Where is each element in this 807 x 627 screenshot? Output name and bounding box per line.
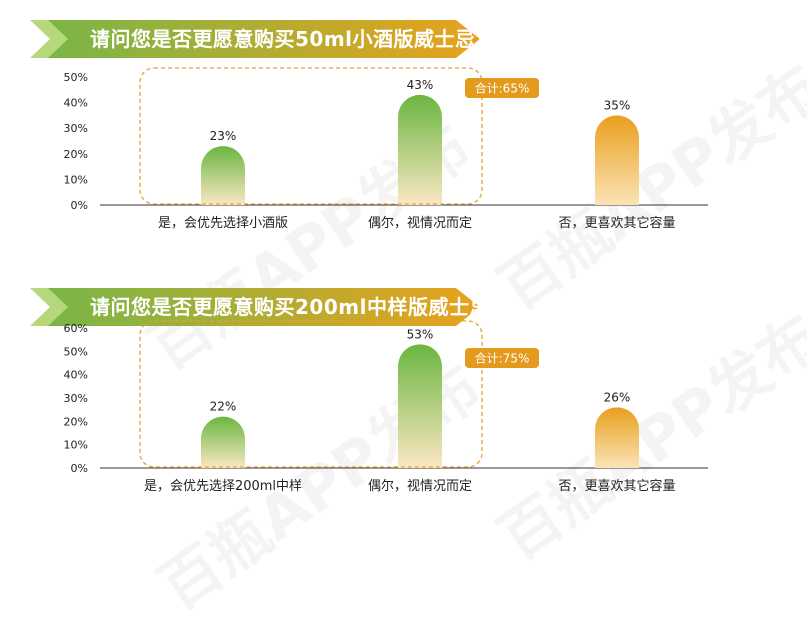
chart-panel: 请问您是否更愿意购买50ml小酒版威士忌? 0% 10% 20% 30% 40% 50% 2… bbox=[0, 0, 807, 250]
y-tick-label: 10% bbox=[64, 173, 88, 186]
bar-chart: 0% 10% 20% 30% 40% 50% 60% 22% 是，会优先选择200ml中样 53%… bbox=[64, 320, 708, 494]
question-banner: 请问您是否更愿意购买50ml小酒版威士忌? bbox=[30, 20, 487, 58]
y-tick-label: 40% bbox=[64, 97, 88, 110]
category-label: 否，更喜欢其它容量 bbox=[558, 478, 675, 494]
chart-panel: 请问您是否更愿意购买200ml中样版威士忌? 0% 10% 20% 30% 40% 50%… bbox=[0, 268, 807, 515]
y-tick-label: 0% bbox=[71, 462, 88, 475]
bar bbox=[595, 115, 639, 205]
bar-chart: 0% 10% 20% 30% 40% 50% 23% 是，会优先选择小酒版 43% 偶尔，视情况而… bbox=[64, 67, 708, 231]
y-tick-label: 20% bbox=[64, 415, 88, 428]
banner-shape bbox=[30, 20, 480, 58]
data-label: 43% bbox=[407, 78, 434, 92]
question-banner: 请问您是否更愿意购买200ml中样版威士忌? bbox=[30, 288, 502, 326]
category-label: 否，更喜欢其它容量 bbox=[558, 215, 675, 231]
y-tick-label: 20% bbox=[64, 148, 88, 161]
banner-body bbox=[48, 288, 480, 326]
category-label: 偶尔，视情况而定 bbox=[368, 216, 472, 231]
data-label: 53% bbox=[407, 327, 434, 341]
bar bbox=[201, 146, 245, 205]
chart-title: 请问您是否更愿意购买50ml小酒版威士忌? bbox=[90, 27, 488, 51]
total-label: 合计:65% bbox=[475, 81, 530, 96]
total-badge bbox=[465, 348, 539, 368]
y-tick-label: 30% bbox=[64, 392, 88, 405]
summary-box bbox=[139, 320, 483, 468]
bar bbox=[398, 94, 442, 205]
chart-title: 请问您是否更愿意购买200ml中样版威士忌? bbox=[90, 295, 503, 319]
data-label: 26% bbox=[604, 390, 631, 404]
category-label: 偶尔，视情况而定 bbox=[368, 479, 472, 494]
bar bbox=[595, 407, 639, 468]
y-tick-label: 10% bbox=[64, 439, 88, 452]
y-tick-label: 0% bbox=[71, 199, 88, 212]
bar bbox=[398, 344, 442, 468]
bar bbox=[201, 416, 245, 468]
y-tick-label: 40% bbox=[64, 369, 88, 382]
y-tick-label: 50% bbox=[64, 71, 88, 84]
data-label: 22% bbox=[210, 400, 237, 414]
total-badge bbox=[465, 78, 539, 98]
y-tick-label: 50% bbox=[64, 345, 88, 358]
summary-box bbox=[139, 67, 483, 205]
data-label: 23% bbox=[210, 129, 237, 143]
banner-shape bbox=[30, 288, 480, 326]
category-label: 是，会优先选择200ml中样 bbox=[144, 479, 302, 494]
banner-body bbox=[48, 20, 480, 58]
y-tick-label: 60% bbox=[64, 322, 88, 335]
y-tick-label: 30% bbox=[64, 122, 88, 135]
category-label: 是，会优先选择小酒版 bbox=[158, 216, 288, 231]
data-label: 35% bbox=[604, 98, 631, 112]
total-label: 合计:75% bbox=[475, 351, 530, 366]
